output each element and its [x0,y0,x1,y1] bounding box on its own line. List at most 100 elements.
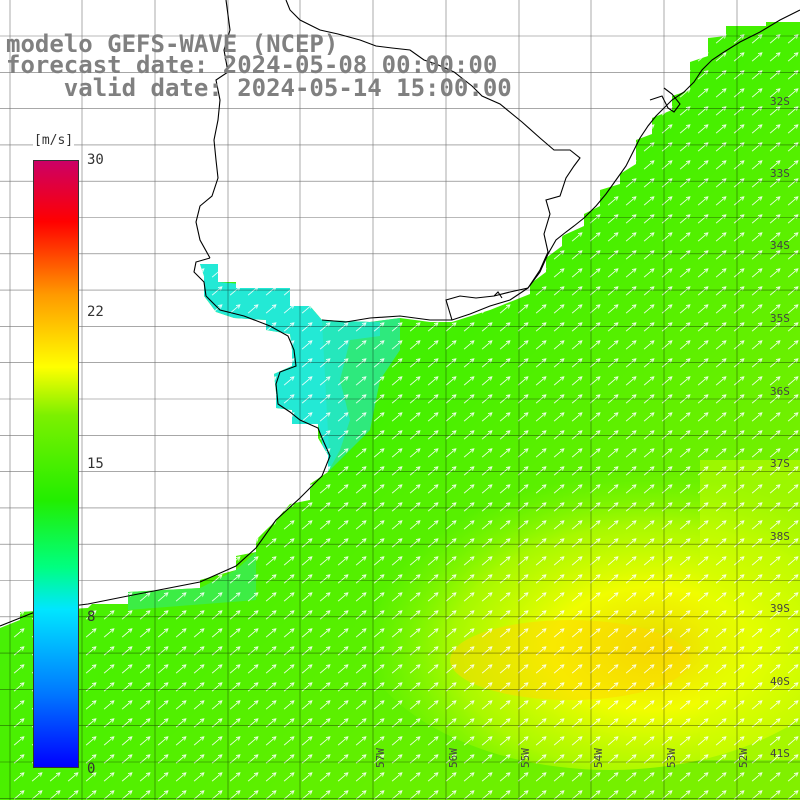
wind-arrow [265,664,277,674]
lat-label-37s: 37S [770,457,790,470]
wind-arrow [553,268,565,278]
wind-arrow [751,700,763,710]
wind-arrow [301,412,313,422]
wind-arrow [391,574,403,584]
wind-arrow [499,466,511,476]
wind-arrow [265,628,277,638]
wind-arrow [535,646,547,656]
wind-arrow [517,736,529,746]
lat-label-33s: 33S [770,167,790,180]
wind-arrow [409,556,421,566]
lon-label-52w: 52W [737,748,750,768]
wind-arrow [265,772,277,782]
wind-arrow [535,610,547,620]
wind-arrow [427,538,439,548]
wind-arrow [337,484,349,494]
wind-arrow [787,628,799,638]
wind-arrow [535,376,547,386]
wind-arrow [535,592,547,602]
wind-arrow [139,610,151,620]
wind-arrow [463,538,475,548]
wind-arrow [445,682,457,692]
wind-arrow [211,628,223,638]
wind-arrow [463,790,475,800]
wind-arrow [751,376,763,386]
wind-arrow [481,646,493,656]
wind-arrow [571,466,583,476]
wind-arrow [247,736,259,746]
wind-arrow [607,574,619,584]
wind-arrow [715,268,727,278]
wind-arrow [607,502,619,512]
wind-arrow [733,322,745,332]
wind-arrow [283,682,295,692]
wind-arrow [607,520,619,530]
wind-arrow [733,484,745,494]
wind-arrow [517,340,529,350]
wind-arrow [265,556,277,566]
wind-arrow [427,736,439,746]
wind-arrow [535,700,547,710]
wind-arrow [607,304,619,314]
wind-arrow [319,772,331,782]
coastline [0,0,800,627]
wind-arrow [679,664,691,674]
wind-arrow [517,664,529,674]
wind-arrow [463,466,475,476]
wind-arrow [589,664,601,674]
wind-arrow [589,412,601,422]
wind-arrow [211,610,223,620]
wind-arrow [733,160,745,170]
wind-arrow [193,736,205,746]
wind-arrow [643,790,655,800]
wind-arrow [571,700,583,710]
wind-arrow [499,502,511,512]
wind-arrow [409,628,421,638]
wind-arrow [607,610,619,620]
wind-arrow [337,772,349,782]
wind-arrow [319,484,331,494]
wind-arrow [463,628,475,638]
wind-arrow [301,574,313,584]
wind-arrow [391,628,403,638]
wind-arrow [463,322,475,332]
wind-arrow [787,592,799,602]
wind-arrow [247,556,259,566]
wind-arrow [679,466,691,476]
wind-arrow [571,412,583,422]
wind-arrow [679,196,691,206]
wind-arrow [13,736,25,746]
wind-arrow [121,664,133,674]
wind-arrow [715,628,727,638]
wind-arrow [301,628,313,638]
wind-arrow [373,700,385,710]
wind-arrow [409,448,421,458]
wind-arrow [643,412,655,422]
wind-arrow [715,88,727,98]
wind-arrow [679,520,691,530]
wind-arrow [733,268,745,278]
wind-arrow [589,376,601,386]
wind-arrow [751,268,763,278]
wind-arrow [373,574,385,584]
wind-arrow [607,682,619,692]
wind-arrow [157,790,169,800]
wind-arrow [697,610,709,620]
wind-arrow [409,466,421,476]
wind-arrow [481,574,493,584]
wind-arrow [697,376,709,386]
wind-arrow [535,790,547,800]
wind-arrow [751,538,763,548]
wind-arrow [607,664,619,674]
wind-arrow [787,466,799,476]
wind-arrow [535,628,547,638]
wind-arrow [589,772,601,782]
wind-arrow [247,574,259,584]
wind-arrow [103,628,115,638]
wind-arrow [427,592,439,602]
wind-arrow [643,700,655,710]
wind-arrow [427,520,439,530]
wind-arrow [283,574,295,584]
wind-arrow [553,502,565,512]
wind-arrow [625,484,637,494]
